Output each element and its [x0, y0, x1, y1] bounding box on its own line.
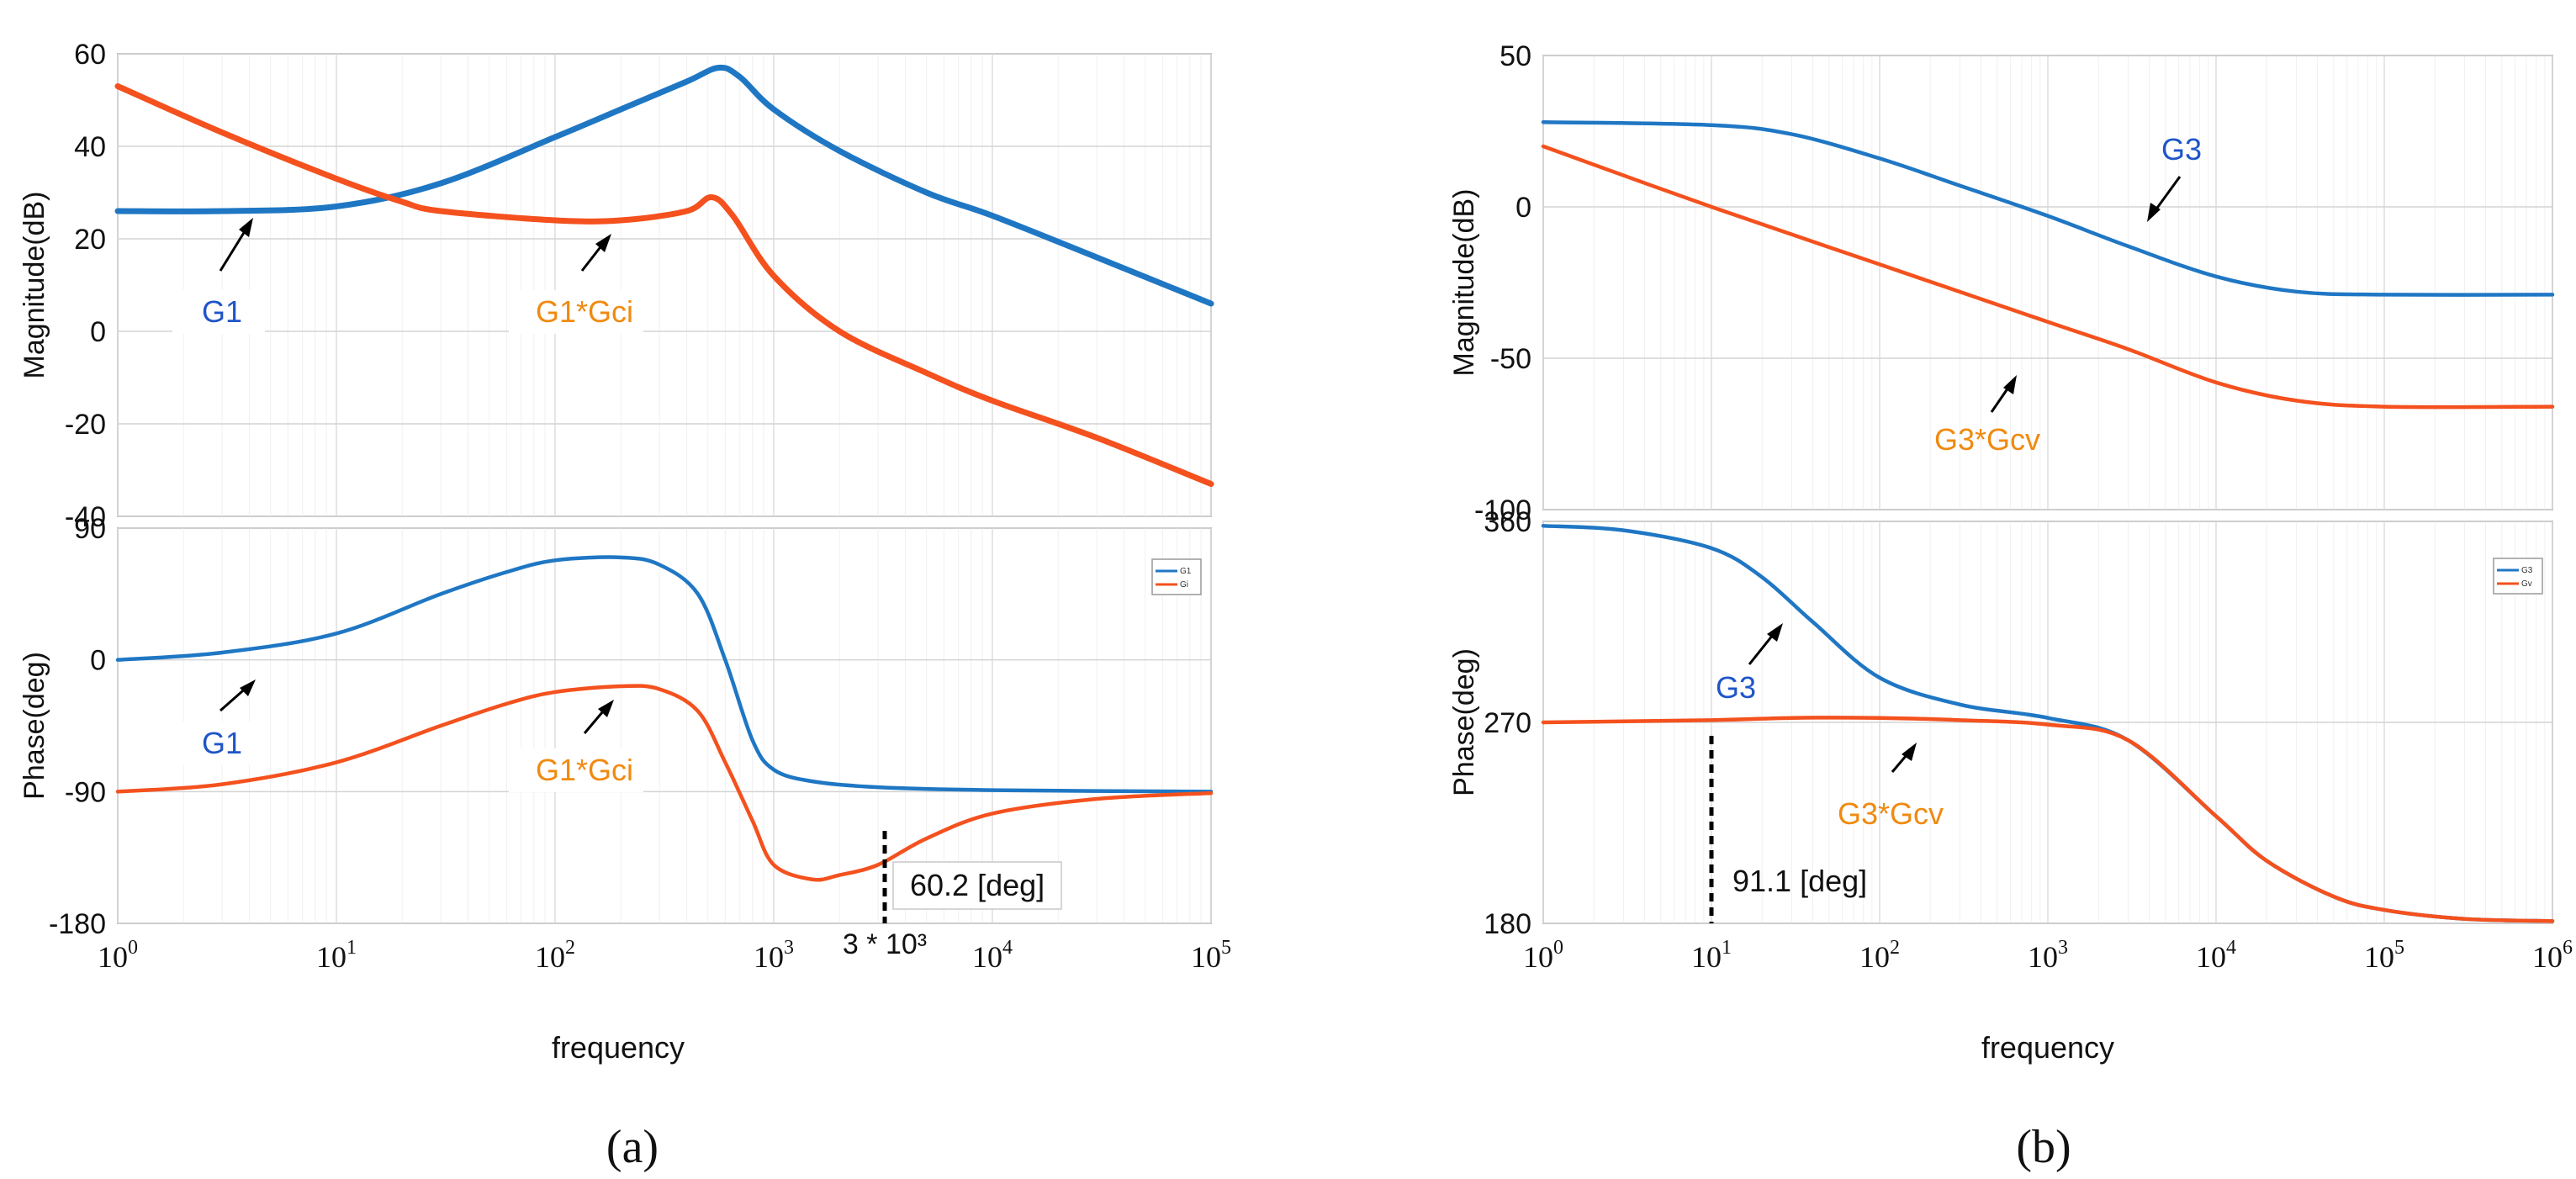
annotation-G1: G1	[202, 294, 242, 329]
y-tick-label: 0	[90, 316, 106, 348]
y-tick-label: -50	[1490, 343, 1531, 375]
x-tick-label: 105	[2364, 937, 2404, 974]
y-ticks: 50 0 -50 -100	[1474, 40, 1531, 526]
x-ticks: 100 101 102 103 104 105 106	[1523, 937, 2573, 974]
series-lines	[1541, 119, 2555, 410]
x-tick-label: 100	[1523, 937, 1563, 974]
series-line-G3	[1541, 119, 2555, 297]
y-tick-label: 60	[74, 39, 106, 71]
y-tick-label: 20	[74, 224, 106, 256]
legend-entry: Gi	[1180, 580, 1188, 590]
panel-b: 50 0 -50 -100 Magnitude(dB) G3 G3*Gcv 360 27…	[1448, 40, 2573, 1173]
caption-b: (b)	[2016, 1121, 2071, 1173]
x-axis-label: frequency	[1981, 1030, 2114, 1065]
x-tick-label: 101	[316, 937, 357, 974]
x-tick-label: 106	[2532, 937, 2573, 974]
label-box	[172, 290, 265, 334]
series-line-G3-Gcv	[1541, 144, 2555, 410]
annotation-G1: G1	[202, 726, 242, 760]
series-line-G1-Gci	[115, 684, 1214, 882]
series-line-G3-Gcv	[1541, 716, 2555, 923]
annotation-G1Gci: G1*Gci	[536, 753, 633, 787]
arrowhead-icon	[1902, 743, 1917, 761]
series-lines	[115, 555, 1214, 882]
legend: G3 Gv	[2493, 558, 2543, 595]
y-tick-label: 270	[1484, 707, 1531, 739]
gridlines	[1542, 55, 2553, 510]
y-tick-label: 40	[74, 131, 106, 163]
plot-area	[117, 53, 1212, 517]
y-tick-label: 0	[1515, 192, 1531, 224]
label-box	[172, 722, 265, 765]
series-line-G1	[115, 555, 1214, 794]
x-tick-label: 104	[2196, 937, 2236, 974]
legend: G1 Gi	[1151, 558, 1202, 595]
annotation-margin: 91.1 [deg]	[1732, 864, 1867, 898]
label-box	[509, 290, 643, 334]
series-line-G1	[114, 64, 1214, 307]
arrowhead-icon	[1767, 623, 1783, 642]
legend-entry: G3	[2521, 566, 2533, 575]
plot-a-magnitude: 60 40 20 0 -20 -40 Magnitude(dB) G1 G1*Gci	[19, 39, 1214, 533]
y-axis-label: Phase(deg)	[1448, 648, 1480, 796]
annotation-G3: G3	[1716, 670, 1756, 705]
x-tick-label: 102	[1859, 937, 1900, 974]
y-tick-label: 50	[1500, 40, 1531, 72]
arrowhead-icon	[598, 700, 614, 717]
y-tick-label: 90	[74, 513, 106, 545]
x-tick-label: 103	[754, 937, 794, 974]
annotation-frequency: 3 * 10³	[843, 928, 927, 960]
x-tick-label: 101	[1691, 937, 1732, 974]
y-tick-label: -40	[65, 501, 106, 533]
y-tick-label: -90	[65, 776, 106, 808]
arrowhead-icon	[2003, 375, 2017, 394]
y-ticks: 60 40 20 0 -20 -40	[65, 39, 106, 533]
annotation-G3Gcv: G3*Gcv	[1934, 422, 2040, 457]
y-axis-label: Magnitude(dB)	[1448, 188, 1480, 376]
x-axis-label: frequency	[552, 1030, 685, 1065]
y-axis-label: Phase(deg)	[19, 652, 50, 800]
y-axis-label: Magnitude(dB)	[19, 191, 50, 378]
panel-a: 60 40 20 0 -20 -40 Magnitude(dB) G1 G1*Gci 90…	[19, 39, 1231, 1173]
x-tick-label: 100	[98, 937, 138, 974]
series-lines	[1541, 524, 2555, 923]
x-tick-label: 102	[535, 937, 575, 974]
arrowhead-icon	[595, 234, 611, 252]
plot-b-phase: 360 270 180 100 101 102 103 104 105 106 Phase(de…	[1448, 506, 2573, 1065]
caption-a: (a)	[606, 1121, 659, 1173]
arrowhead-icon	[239, 218, 253, 237]
y-tick-label: -180	[49, 908, 106, 940]
x-tick-label: 103	[2028, 937, 2068, 974]
annotation-G3: G3	[2161, 132, 2202, 167]
plot-a-phase: 90 0 -90 -180 100 101 102 103 104 105 Phase(deg)…	[19, 513, 1231, 1065]
y-tick-label: -20	[65, 409, 106, 441]
arrowhead-icon	[240, 679, 256, 696]
legend-entry: G1	[1180, 567, 1192, 576]
series-line-G1-Gci	[114, 83, 1214, 487]
label-box	[509, 748, 643, 792]
annotation-margin: 60.2 [deg]	[910, 868, 1045, 902]
y-tick-label: -100	[1474, 494, 1531, 526]
legend-entry: Gv	[2521, 579, 2532, 589]
x-ticks: 100 101 102 103 104 105	[98, 937, 1231, 974]
y-tick-label: 360	[1484, 506, 1531, 538]
y-ticks: 360 270 180	[1484, 506, 1531, 940]
arrowhead-icon	[2147, 203, 2161, 222]
x-tick-label: 105	[1191, 937, 1231, 974]
annotation-G3Gcv: G3*Gcv	[1838, 796, 1944, 831]
x-tick-label: 104	[972, 937, 1013, 974]
plot-b-magnitude: 50 0 -50 -100 Magnitude(dB) G3 G3*Gcv	[1448, 40, 2555, 526]
y-tick-label: 0	[90, 645, 106, 677]
y-tick-label: 180	[1484, 908, 1531, 940]
annotation-G1Gci: G1*Gci	[536, 294, 633, 329]
y-ticks: 90 0 -90 -180	[49, 513, 106, 940]
series-lines	[114, 64, 1214, 487]
label-box	[892, 861, 1062, 910]
